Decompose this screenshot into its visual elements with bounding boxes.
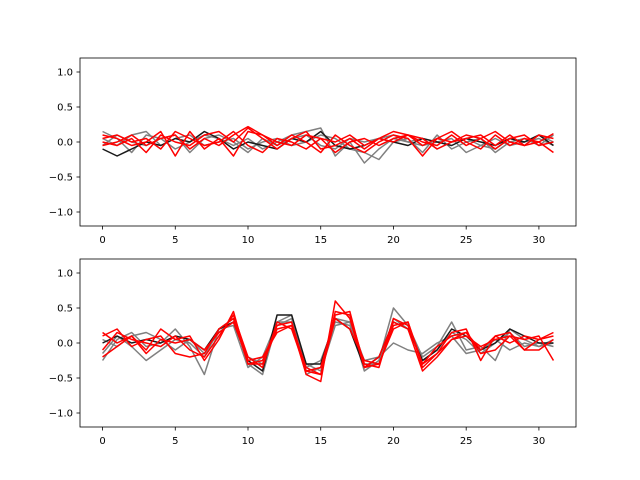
x-tick-label: 5 bbox=[172, 235, 178, 246]
x-tick-label: 0 bbox=[99, 235, 105, 246]
series-line-7 bbox=[102, 310, 554, 372]
subplot-1: 0 5 10 15 20 25 30 −1.0 −0.5 0.0 0.5 1.0 bbox=[49, 57, 577, 246]
series-group bbox=[102, 125, 554, 164]
x-tick-label: 15 bbox=[314, 235, 327, 246]
series-line-7 bbox=[102, 127, 554, 154]
y-tick-label: −1.0 bbox=[49, 409, 73, 420]
x-tick-label: 30 bbox=[533, 235, 546, 246]
series-group bbox=[101, 300, 555, 383]
x-tick-label: 10 bbox=[242, 235, 255, 246]
x-tick-label: 25 bbox=[460, 436, 473, 447]
series-line-8 bbox=[102, 125, 554, 154]
series-line-6 bbox=[102, 130, 554, 154]
series-line-8 bbox=[102, 317, 554, 376]
series-line-5 bbox=[102, 130, 554, 157]
series-line-4 bbox=[102, 130, 554, 157]
y-tick-label: −0.5 bbox=[49, 374, 73, 385]
y-tick-label: −0.5 bbox=[49, 173, 73, 184]
y-tick-label: 0.0 bbox=[57, 339, 73, 350]
x-tick-label: 0 bbox=[99, 436, 105, 447]
y-tick-label: 0.5 bbox=[57, 103, 73, 114]
x-tick-label: 30 bbox=[533, 436, 546, 447]
y-tick-label: 0.5 bbox=[57, 304, 73, 315]
subplot-2: 0 5 10 15 20 25 30 −1.0 −0.5 0.0 0.5 1.0 bbox=[49, 258, 577, 447]
y-tick-label: 1.0 bbox=[57, 68, 73, 79]
x-tick-label: 10 bbox=[242, 436, 255, 447]
series-line-1 bbox=[102, 127, 554, 164]
x-tick-label: 15 bbox=[314, 436, 327, 447]
x-tick-label: 5 bbox=[172, 436, 178, 447]
x-tick-label: 25 bbox=[460, 235, 473, 246]
y-tick-label: −1.0 bbox=[49, 208, 73, 219]
y-tick-label: 1.0 bbox=[57, 269, 73, 280]
x-tick-label: 20 bbox=[387, 235, 400, 246]
x-tick-label: 20 bbox=[387, 436, 400, 447]
y-tick-label: 0.0 bbox=[57, 138, 73, 149]
